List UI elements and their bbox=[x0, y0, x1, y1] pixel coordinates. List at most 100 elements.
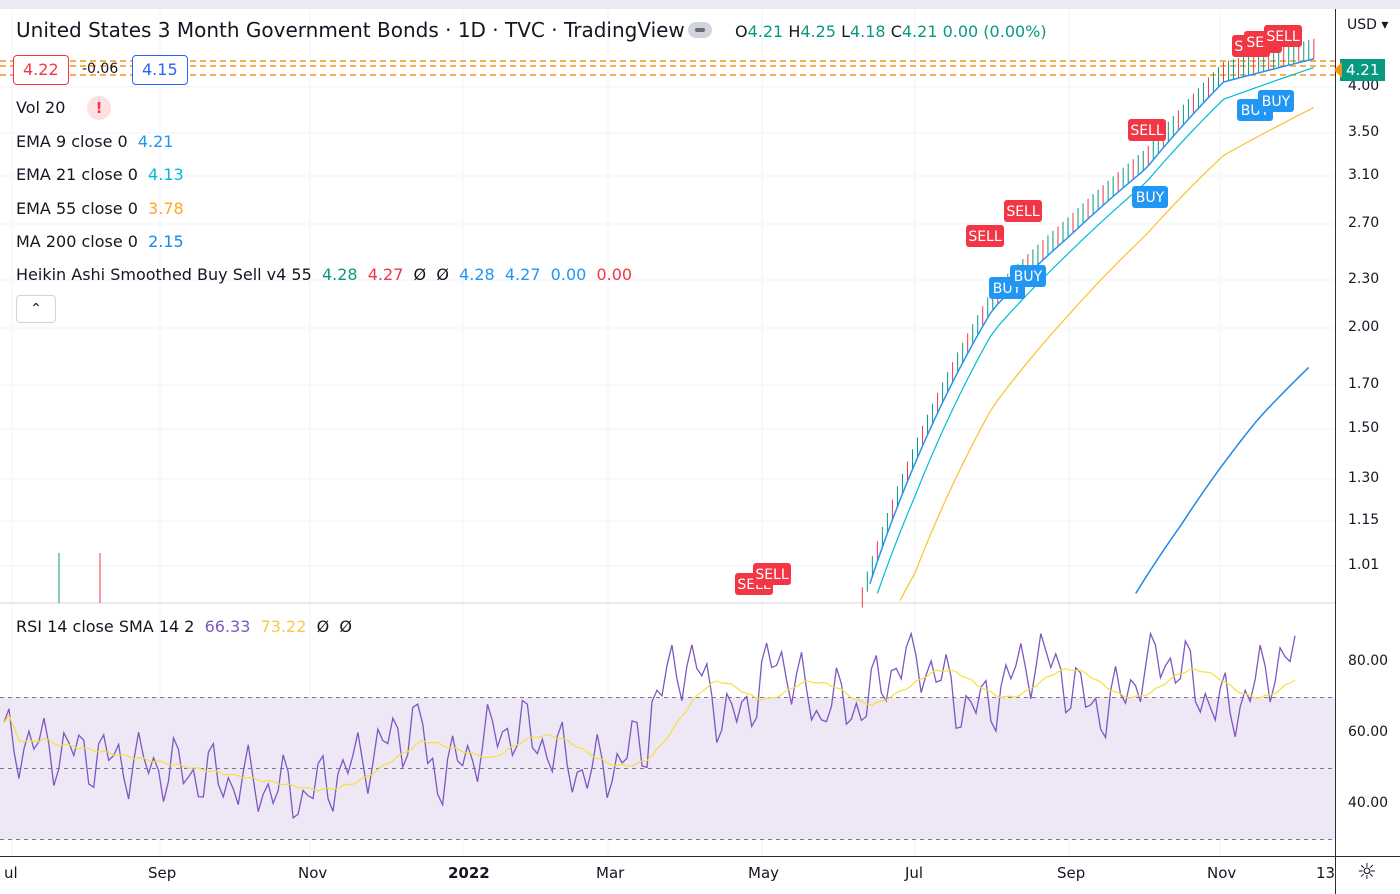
indicator-label: EMA 55 close 0 bbox=[16, 199, 138, 218]
chart-pane[interactable]: SELLSELLSELLSELLSELLSELLSELLSELLBUYBUYBU… bbox=[0, 9, 1335, 856]
price-tick-label: 1.30 bbox=[1348, 470, 1380, 486]
series-line-0 bbox=[869, 58, 1314, 585]
visibility-toggle-icon[interactable] bbox=[688, 22, 712, 38]
time-tick-label: Sep bbox=[148, 864, 177, 882]
rsi-sma-value: 73.22 bbox=[260, 617, 307, 636]
price-tick-label: 3.10 bbox=[1348, 167, 1380, 183]
rsi-extra: Ø bbox=[339, 617, 352, 636]
ha-value: 4.28 bbox=[459, 265, 495, 284]
sell-marker-label: SELL bbox=[1266, 29, 1300, 45]
change-value: 0.00 (0.00%) bbox=[942, 22, 1047, 41]
rsi-sma-line bbox=[3, 668, 1296, 792]
indicator-heikin-ashi[interactable]: Heikin Ashi Smoothed Buy Sell v4 55 4.28… bbox=[16, 265, 632, 284]
high-label: H bbox=[788, 22, 801, 41]
time-tick-label: Nov bbox=[298, 864, 328, 882]
axis-corner bbox=[1335, 856, 1400, 894]
ohlc-readout: O4.21 H4.25 L4.18 C4.21 0.00 (0.00%) bbox=[735, 22, 1047, 41]
ma200-value: 2.15 bbox=[148, 232, 184, 251]
price-tick-label: 2.00 bbox=[1348, 319, 1380, 335]
indicator-label: EMA 21 close 0 bbox=[16, 165, 138, 184]
indicator-volume-label: Vol 20 bbox=[16, 98, 66, 117]
time-tick-label: Nov bbox=[1207, 864, 1237, 882]
series-line-3 bbox=[1135, 366, 1310, 594]
sell-marker bbox=[966, 225, 1004, 247]
sell-marker bbox=[1264, 25, 1302, 47]
buy-marker bbox=[1132, 186, 1168, 208]
price-tick-label: 1.01 bbox=[1348, 557, 1380, 573]
rsi-legend[interactable]: RSI 14 close SMA 14 2 66.33 73.22 Ø Ø bbox=[16, 617, 352, 636]
sell-marker-label: SELL bbox=[755, 567, 789, 583]
ha-value: 0.00 bbox=[550, 265, 587, 284]
sell-marker bbox=[753, 563, 791, 585]
price-tick-label: 1.70 bbox=[1348, 376, 1380, 392]
collapse-legend-button[interactable]: ⌃ bbox=[16, 295, 56, 323]
ha-value: Ø bbox=[413, 265, 427, 284]
ha-value: Ø bbox=[436, 265, 449, 284]
buy-marker-label: BUY bbox=[1262, 94, 1291, 110]
rsi-label: RSI 14 close SMA 14 2 bbox=[16, 617, 195, 636]
sell-marker bbox=[1128, 119, 1166, 141]
rsi-extra: Ø bbox=[316, 617, 330, 636]
current-price-tag: 4.21 bbox=[1334, 59, 1385, 81]
time-tick-label: 13 bbox=[1316, 864, 1336, 882]
indicator-label: Heikin Ashi Smoothed Buy Sell v4 55 bbox=[16, 265, 312, 284]
price-tick-label: 1.15 bbox=[1348, 512, 1380, 528]
indicator-ema55[interactable]: EMA 55 close 0 3.78 bbox=[16, 199, 184, 218]
indicator-ema9[interactable]: EMA 9 close 0 4.21 bbox=[16, 132, 173, 151]
currency-label: USD bbox=[1347, 17, 1377, 33]
time-tick-label: 2022 bbox=[448, 864, 490, 882]
series-line-1 bbox=[876, 66, 1314, 594]
low-label: L bbox=[841, 22, 850, 41]
indicator-ma200[interactable]: MA 200 close 0 2.15 bbox=[16, 232, 184, 251]
buy-marker bbox=[1258, 90, 1294, 112]
ha-value: 0.00 bbox=[596, 265, 633, 284]
sell-marker bbox=[1004, 200, 1042, 222]
high-value: 4.25 bbox=[800, 22, 836, 41]
time-tick-label: ul bbox=[4, 864, 18, 882]
buy-marker-label: BUY bbox=[1014, 269, 1043, 285]
low-value: 4.18 bbox=[849, 22, 886, 41]
close-label: C bbox=[890, 22, 902, 41]
sell-marker-label: SELL bbox=[1130, 123, 1164, 139]
warning-icon[interactable]: ! bbox=[87, 96, 111, 120]
ha-value: 4.28 bbox=[321, 265, 358, 284]
rsi-tick-label: 40.00 bbox=[1348, 795, 1389, 811]
indicator-label: MA 200 close 0 bbox=[16, 232, 138, 251]
top-strip bbox=[0, 0, 1400, 9]
close-value: 4.21 bbox=[901, 22, 938, 41]
sell-price-button[interactable]: 4.22 bbox=[13, 55, 69, 85]
spread-value: -0.06 bbox=[82, 61, 119, 77]
price-tick-label: 4.00 bbox=[1348, 78, 1380, 94]
settings-gear-icon[interactable]: ☼ bbox=[1357, 860, 1377, 885]
buy-marker bbox=[1010, 265, 1046, 287]
ha-value: 4.27 bbox=[367, 265, 404, 284]
rsi-line bbox=[3, 631, 1296, 819]
ha-value: 4.27 bbox=[504, 265, 541, 284]
price-tick-label: 2.70 bbox=[1348, 215, 1380, 231]
time-tick-label: Sep bbox=[1057, 864, 1086, 882]
price-axis[interactable] bbox=[1335, 9, 1400, 856]
ema21-value: 4.13 bbox=[148, 165, 184, 184]
buy-price-button[interactable]: 4.15 bbox=[132, 55, 188, 85]
currency-selector[interactable]: USD ▾ bbox=[1347, 17, 1389, 33]
ema9-value: 4.21 bbox=[137, 132, 174, 151]
price-tick-label: 2.30 bbox=[1348, 271, 1380, 287]
open-value: 4.21 bbox=[747, 22, 784, 41]
price-tick-label: 1.50 bbox=[1348, 420, 1380, 436]
rsi-tick-label: 80.00 bbox=[1348, 653, 1389, 669]
indicator-volume[interactable]: Vol 20 bbox=[16, 98, 65, 117]
open-label: O bbox=[735, 22, 748, 41]
sell-marker-label: SELL bbox=[968, 229, 1002, 245]
ema55-value: 3.78 bbox=[148, 199, 184, 218]
buy-marker-label: BUY bbox=[1136, 190, 1165, 206]
price-tick-label: 3.50 bbox=[1348, 124, 1380, 140]
indicator-label: EMA 9 close 0 bbox=[16, 132, 128, 151]
rsi-value: 66.33 bbox=[204, 617, 251, 636]
time-axis[interactable] bbox=[0, 856, 1335, 894]
price-chart-svg[interactable]: SELLSELLSELLSELLSELLSELLSELLSELLBUYBUYBU… bbox=[0, 9, 1335, 856]
rsi-tick-label: 60.00 bbox=[1348, 724, 1389, 740]
sell-marker-label: SELL bbox=[1006, 204, 1040, 220]
indicator-ema21[interactable]: EMA 21 close 0 4.13 bbox=[16, 165, 184, 184]
series-line-2 bbox=[899, 107, 1315, 601]
time-tick-label: Jul bbox=[905, 864, 924, 882]
